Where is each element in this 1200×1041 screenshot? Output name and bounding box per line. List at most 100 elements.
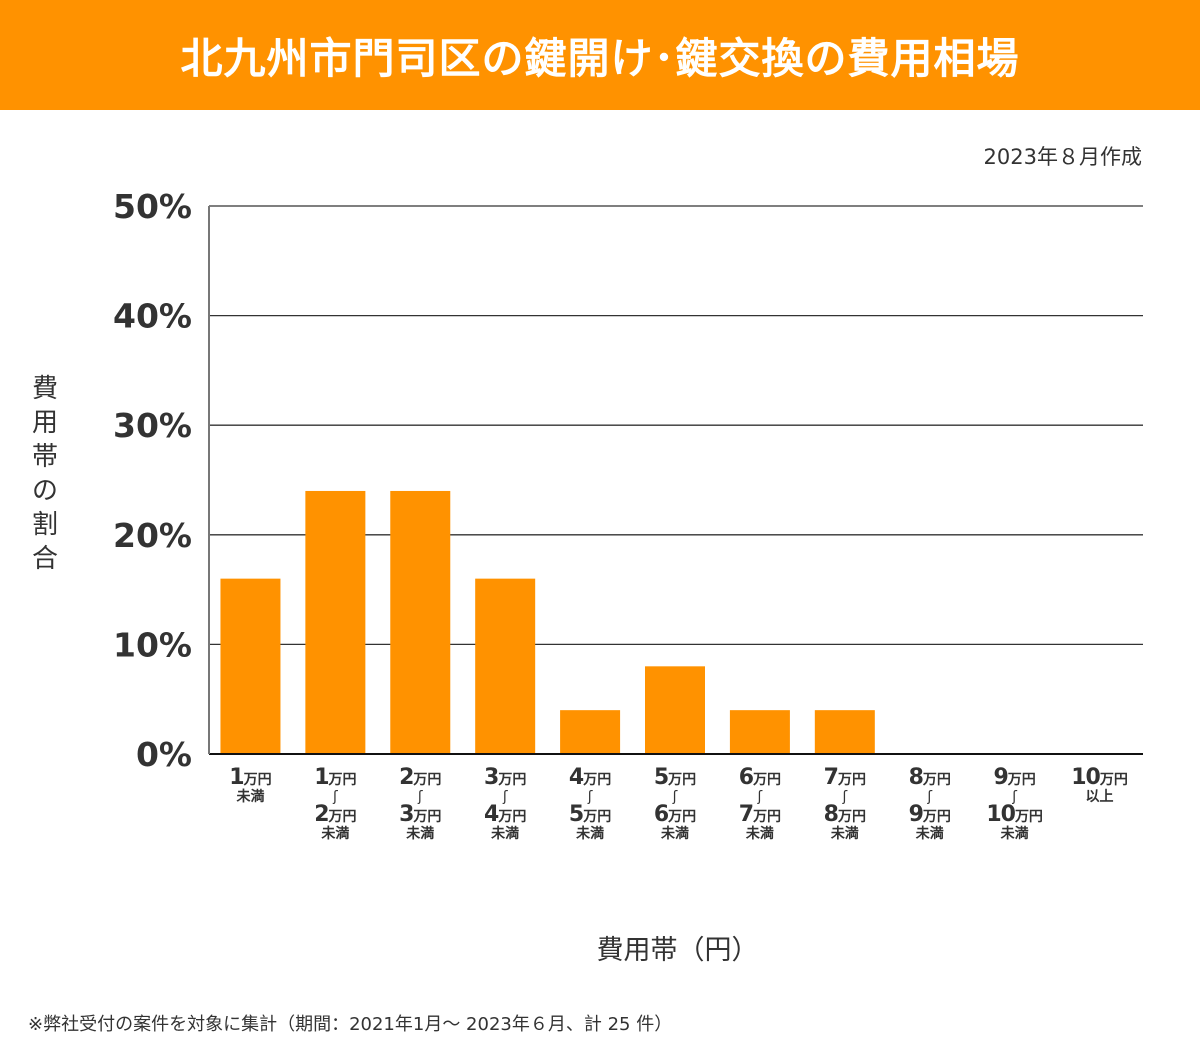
x-tick-unit: 万円 (922, 809, 951, 825)
bar (729, 710, 790, 754)
bars (220, 490, 875, 754)
bar (560, 710, 621, 754)
y-tick-label: 20% (113, 516, 192, 555)
x-tick-unit: 万円 (328, 809, 357, 825)
x-tick-unit: 万円 (837, 809, 866, 825)
x-tick-number: 10 (1071, 765, 1101, 790)
x-tick-suffix: 未満 (745, 826, 774, 842)
y-axis-label-char: 用 (31, 408, 58, 438)
range-tilde-icon: ʃ (1012, 789, 1017, 805)
y-axis-label-char: 割 (31, 510, 58, 540)
x-tick-suffix: 未満 (915, 826, 944, 842)
x-tick-label: 6万円 ʃ 7万円 未満 (718, 767, 802, 845)
bar (305, 490, 366, 754)
range-tilde-icon: ʃ (927, 789, 933, 805)
x-tick-label: 4万円 ʃ 5万円 未満 (548, 767, 632, 845)
x-tick-label: 5万円 ʃ 6万円 未満 (633, 767, 717, 845)
x-tick-number: 4 (484, 802, 499, 827)
x-tick-suffix: 未満 (491, 826, 520, 842)
y-tick-label: 30% (113, 406, 192, 445)
x-tick-unit: 万円 (243, 772, 272, 788)
x-tick-suffix: 未満 (661, 826, 689, 842)
x-tick-unit: 万円 (668, 772, 697, 788)
y-axis-label-char: 帯 (31, 442, 58, 472)
range-tilde-icon: ʃ (842, 789, 848, 805)
bar (475, 578, 536, 754)
y-axis-label: 費用帯の割合 (28, 372, 62, 576)
x-tick-suffix: 未満 (830, 826, 859, 842)
x-tick-number: 1 (314, 765, 329, 790)
y-tick-label: 50% (113, 187, 192, 226)
range-tilde-icon: ʃ (502, 789, 508, 805)
x-tick-number: 9 (908, 802, 924, 827)
y-axis-label-char: 合 (31, 544, 58, 574)
y-axis-label-char: の (31, 476, 58, 506)
bar (390, 490, 451, 754)
x-tick-unit: 万円 (1099, 772, 1128, 788)
x-tick-unit: 万円 (328, 772, 357, 788)
x-tick-number: 6 (653, 802, 669, 827)
x-tick-suffix: 未満 (576, 826, 605, 842)
x-tick-label: 1万円 ʃ 2万円 未満 (293, 767, 377, 845)
x-tick-unit: 万円 (583, 772, 612, 788)
range-tilde-icon: ʃ (757, 789, 763, 805)
x-tick-unit: 万円 (583, 809, 612, 825)
x-tick-number: 8 (823, 802, 839, 827)
range-tilde-icon: ʃ (587, 789, 593, 805)
x-tick-unit: 万円 (1014, 809, 1043, 825)
bar (814, 710, 875, 754)
x-tick-label: 9万円 ʃ 10万円 未満 (973, 767, 1057, 845)
x-tick-unit: 万円 (753, 772, 782, 788)
x-tick-number: 9 (993, 765, 1008, 790)
x-tick-number: 5 (568, 802, 584, 827)
x-tick-number: 2 (399, 765, 414, 790)
x-tick-unit: 万円 (922, 772, 951, 788)
y-tick-label: 40% (113, 297, 192, 336)
x-tick-number: 3 (484, 765, 499, 790)
x-tick-number: 1 (229, 765, 244, 790)
y-tick-label: 0% (136, 735, 192, 774)
y-tick-label: 10% (113, 625, 192, 664)
range-tilde-icon: ʃ (417, 789, 423, 805)
x-tick-number: 8 (908, 765, 924, 790)
title-banner: 北九州市門司区の鍵開け･鍵交換の費用相場 (0, 0, 1200, 110)
x-tick-unit: 万円 (413, 809, 442, 825)
range-tilde-icon: ʃ (333, 789, 338, 805)
x-tick-suffix: 未満 (321, 826, 350, 842)
x-tick-number: 2 (314, 802, 329, 827)
x-tick-label: 10万円 以上 (1058, 767, 1142, 808)
x-tick-unit: 万円 (498, 809, 527, 825)
chart-title: 北九州市門司区の鍵開け･鍵交換の費用相場 (180, 33, 1020, 83)
x-tick-suffix: 未満 (406, 826, 435, 842)
x-tick-label: 8万円 ʃ 9万円 未満 (888, 767, 972, 845)
x-tick-unit: 万円 (837, 772, 866, 788)
x-tick-unit: 万円 (498, 772, 527, 788)
x-tick-label: 2万円 ʃ 3万円 未満 (378, 767, 462, 845)
x-tick-number: 7 (823, 765, 839, 790)
x-tick-label: 1万円 未満 (208, 767, 292, 808)
y-axis-label-char: 費 (31, 374, 58, 404)
x-tick-number: 7 (738, 802, 754, 827)
x-axis-title: 費用帯（円） (596, 935, 759, 966)
x-tick-number: 10 (986, 802, 1016, 827)
created-date: 2023年８月作成 (983, 145, 1142, 169)
x-tick-label: 7万円 ʃ 8万円 未満 (803, 767, 887, 845)
x-tick-number: 5 (653, 765, 669, 790)
bar (220, 578, 281, 754)
footnote: ※弊社受付の案件を対象に集計（期間：2021年1月～ 2023年６月、計 25 … (28, 1014, 673, 1035)
x-tick-number: 6 (738, 765, 754, 790)
x-tick-unit: 万円 (753, 809, 782, 825)
x-tick-unit: 万円 (668, 809, 697, 825)
x-tick-suffix: 以上 (1085, 789, 1114, 805)
range-tilde-icon: ʃ (672, 789, 678, 805)
x-tick-unit: 万円 (1007, 772, 1036, 788)
x-tick-label: 3万円 ʃ 4万円 未満 (463, 767, 547, 845)
y-tick-labels: 0% 10% 20% 30% 40% 50% (113, 187, 192, 774)
bar (645, 666, 705, 754)
x-tick-number: 3 (399, 802, 414, 827)
x-tick-unit: 万円 (413, 772, 442, 788)
x-tick-suffix: 未満 (1000, 826, 1029, 842)
x-tick-suffix: 未満 (236, 789, 265, 805)
x-tick-number: 4 (568, 765, 584, 790)
